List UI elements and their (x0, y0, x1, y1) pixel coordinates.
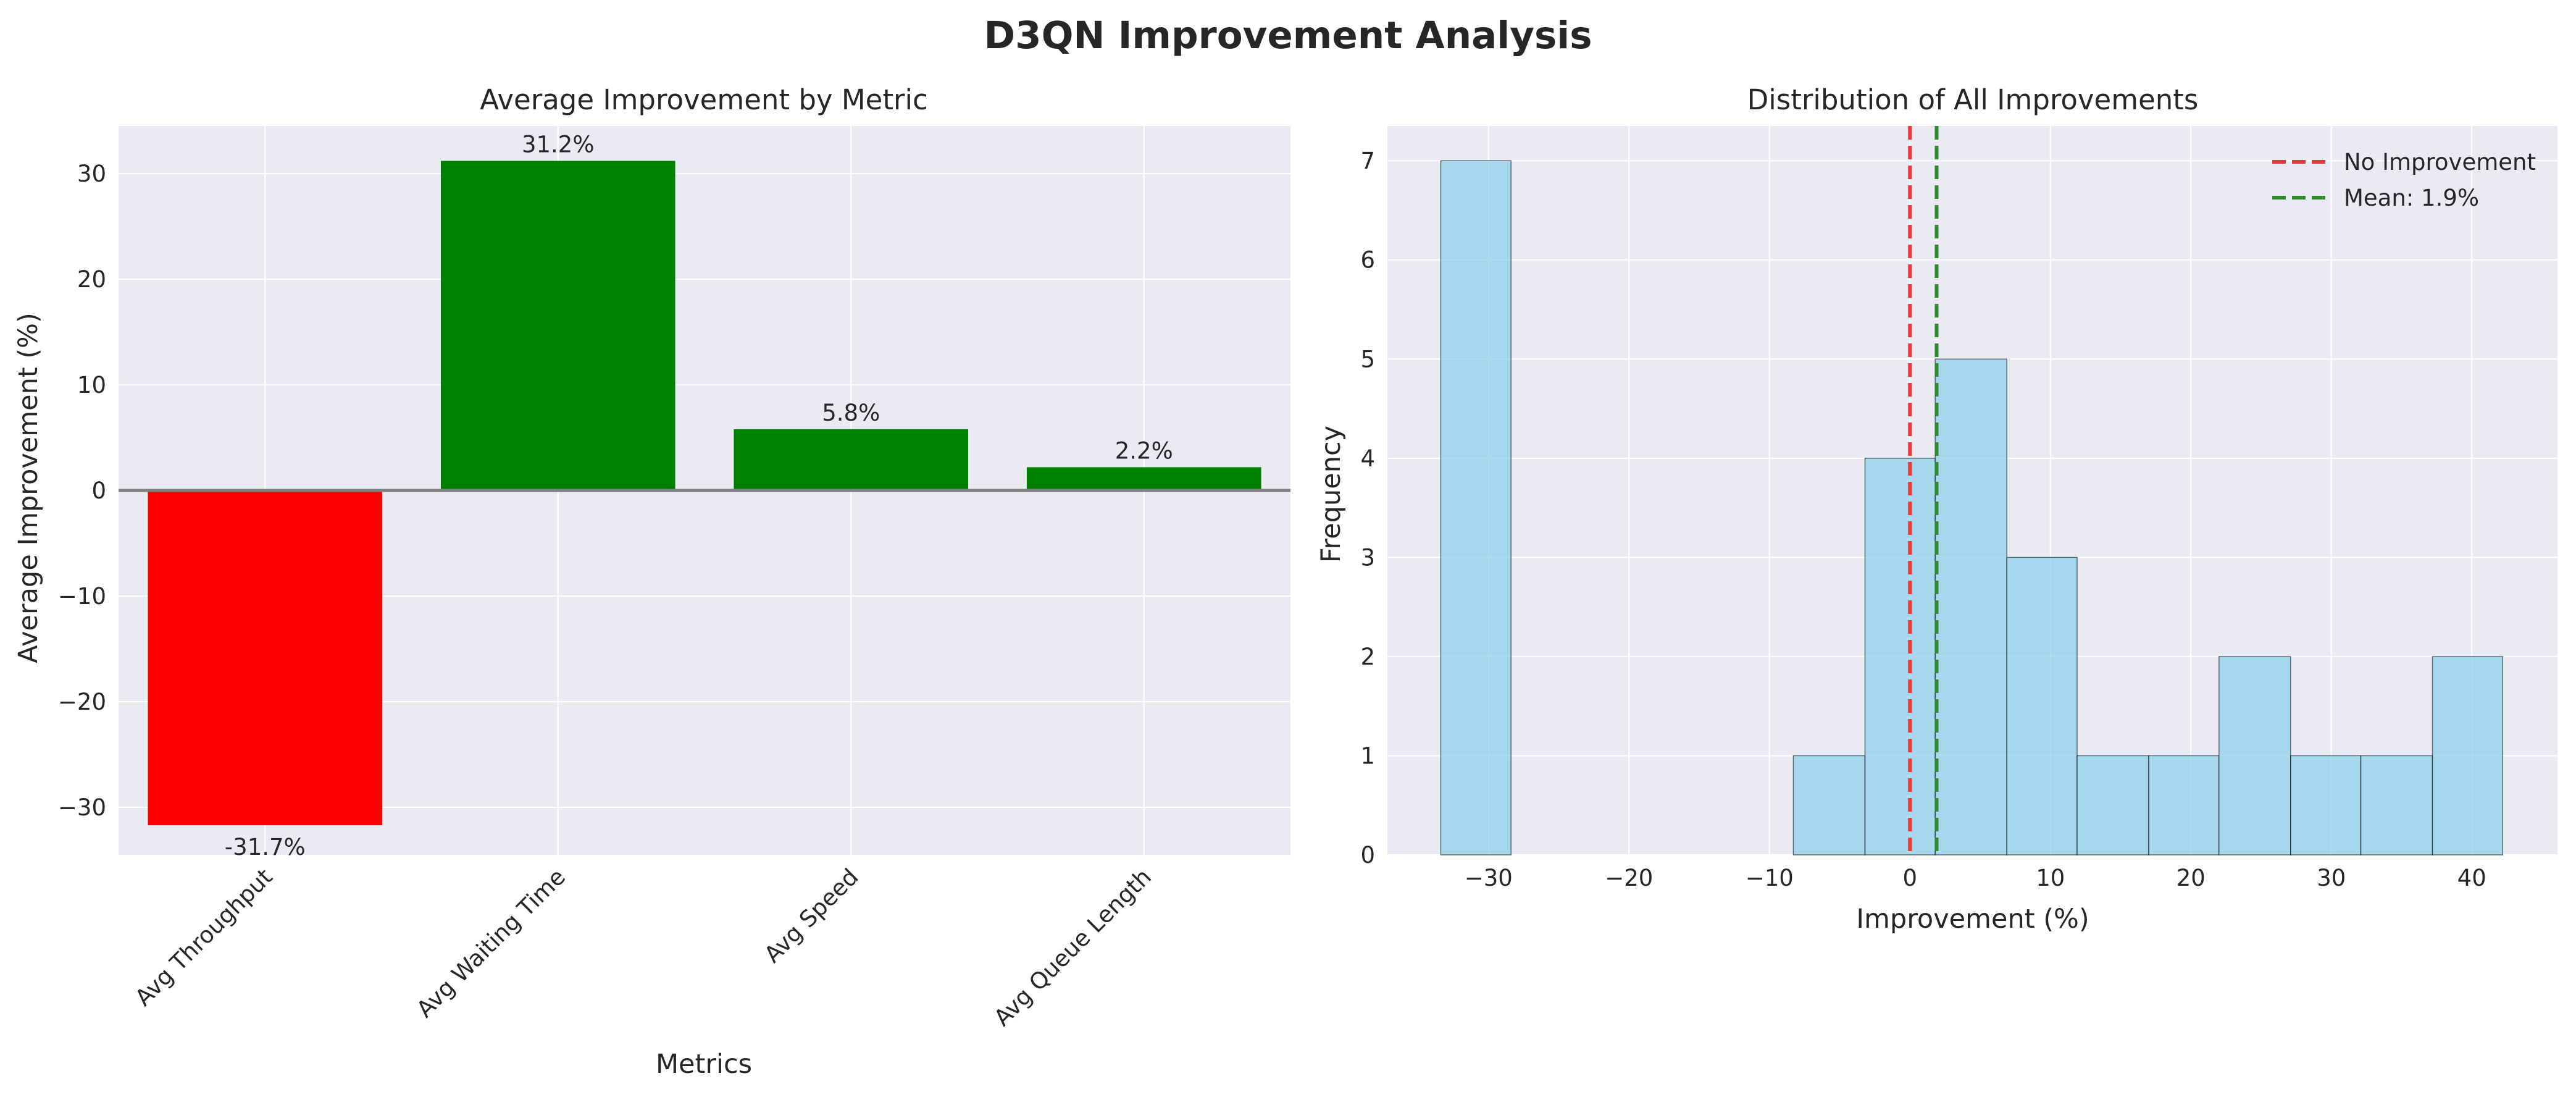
histogram-x-tick-label: −30 (1465, 865, 1513, 891)
bar-chart-y-tick-label: −20 (58, 689, 106, 715)
bar-chart-y-tick-label: 20 (77, 266, 106, 293)
histogram-bin (2290, 755, 2362, 855)
histogram-bin (1934, 358, 2007, 855)
histogram-bin (2148, 755, 2220, 855)
bar-data-label: 31.2% (522, 131, 595, 158)
bar-chart-y-ticks: −30 −20 −10 0 10 20 30 (58, 161, 106, 821)
histogram-reference-lines (1908, 126, 1939, 855)
histogram-x-tick-label: 40 (2457, 865, 2486, 891)
histogram-y-tick-label: 6 (1360, 247, 1375, 274)
histogram-bars (1440, 160, 2504, 855)
histogram-x-axis-label: Improvement (%) (1856, 904, 2089, 935)
histogram-x-tick-label: −20 (1605, 865, 1653, 891)
bar-data-label: 5.8% (822, 400, 880, 426)
histogram-x-ticks: −30 −20 −10 0 10 20 30 40 (1465, 865, 2486, 891)
bar-chart-data-labels: -31.7% 31.2% 5.8% 2.2% (225, 131, 1173, 860)
bar (734, 429, 969, 490)
histogram-bin (2432, 656, 2504, 855)
bar-data-label: -31.7% (225, 834, 306, 860)
figure-title: D3QN Improvement Analysis (984, 14, 1592, 57)
legend-label: No Improvement (2344, 149, 2536, 175)
bar (1026, 467, 1261, 490)
histogram-y-tick-label: 3 (1360, 544, 1375, 571)
histogram-y-axis-label: Frequency (1316, 426, 1347, 563)
histogram-bin (1864, 458, 1936, 855)
histogram-y-tick-label: 2 (1360, 644, 1375, 670)
histogram-title: Distribution of All Improvements (1747, 83, 2199, 116)
histogram-bin (2076, 755, 2149, 855)
histogram-y-tick-label: 7 (1360, 148, 1375, 174)
legend-label: Mean: 1.9% (2344, 185, 2479, 211)
bar-chart-y-tick-label: 10 (77, 372, 106, 398)
bar-data-label: 2.2% (1115, 437, 1173, 464)
histogram-x-tick-label: 0 (1902, 865, 1917, 891)
bar (440, 161, 675, 490)
histogram-bin (2218, 656, 2291, 855)
histogram-legend: No Improvement Mean: 1.9% (2272, 149, 2536, 211)
histogram-bin (2360, 755, 2433, 855)
histogram-bin (1792, 755, 1866, 855)
histogram-y-ticks: 0 1 2 3 4 5 6 7 (1360, 148, 1375, 868)
histogram-bin (2006, 557, 2078, 855)
bar-chart-y-axis-label: Average Improvement (%) (13, 313, 44, 663)
bar-chart-y-tick-label: −30 (58, 794, 106, 821)
histogram-y-tick-label: 5 (1360, 346, 1375, 372)
bar-chart-title: Average Improvement by Metric (480, 83, 928, 116)
histogram-x-tick-label: 20 (2177, 865, 2206, 891)
bar-chart-y-tick-label: 30 (77, 161, 106, 187)
bar (148, 490, 383, 826)
histogram-y-tick-label: 1 (1360, 742, 1375, 769)
bar-chart-y-tick-label: 0 (91, 477, 106, 504)
bar-chart-y-tick-label: −10 (58, 583, 106, 610)
histogram-x-tick-label: −10 (1746, 865, 1794, 891)
bar-chart-bars (119, 161, 1290, 826)
histogram-x-tick-label: 30 (2317, 865, 2346, 891)
histogram-bin (1440, 160, 1512, 855)
histogram-y-tick-label: 0 (1360, 842, 1375, 868)
histogram-x-tick-label: 10 (2036, 865, 2065, 891)
bar-chart-x-axis-label: Metrics (656, 1049, 752, 1080)
histogram-y-tick-label: 4 (1360, 445, 1375, 472)
histogram-panel: 0 1 2 3 4 5 6 7 −30 −20 −10 0 10 20 30 40 No Improveme… (1316, 83, 2557, 935)
